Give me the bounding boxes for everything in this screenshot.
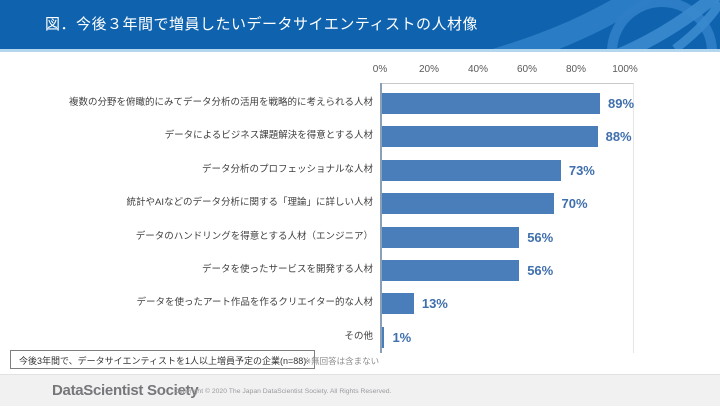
category-label: 統計やAIなどのデータ分析に関する「理論」に詳しい人材 (126, 197, 373, 209)
page-title: 図．今後３年間で増員したいデータサイエンティストの人材像 (45, 16, 478, 33)
category-label: データを使ったサービスを開発する人材 (201, 264, 373, 276)
bar (382, 126, 598, 148)
society-logo: DataScientist Society (52, 382, 199, 399)
bar-row: データのハンドリングを得意とする人材（エンジニア） 56% (0, 221, 720, 254)
bar-row: データを使ったサービスを開発する人材 56% (0, 254, 720, 287)
x-axis-tick: 60% (516, 64, 537, 75)
plot-area-frame (381, 83, 634, 353)
y-axis-line (380, 83, 382, 353)
x-axis-tick: 40% (467, 64, 488, 75)
x-axis-tick: 100% (612, 64, 638, 75)
bar-row: データ分析のプロフェッショナルな人材 73% (0, 154, 720, 187)
x-axis-tick: 0% (372, 64, 388, 75)
value-label: 1% (392, 329, 412, 345)
bar (382, 193, 554, 215)
slide-footer: DataScientist Society Copyright © 2020 T… (0, 374, 720, 406)
bar (382, 260, 520, 281)
bar (382, 226, 520, 248)
sample-note-text: 今後3年間で、データサイエンティストを1人以上増員予定の企業(n=88) (19, 355, 307, 366)
bar-row: 複数の分野を俯瞰的にみてデータ分析の活用を戦略的に考えられる人材 89% (0, 87, 720, 120)
bar (382, 293, 414, 315)
bar-row: 統計やAIなどのデータ分析に関する「理論」に詳しい人材 70% (0, 187, 720, 220)
bar-row: データによるビジネス課題解決を得意とする人材 88% (0, 120, 720, 153)
bar (382, 93, 601, 114)
value-label: 89% (608, 96, 635, 111)
value-label: 56% (527, 229, 554, 245)
category-label: データによるビジネス課題解決を得意とする人材 (164, 130, 373, 142)
bar-row: その他 1% (0, 321, 720, 354)
copyright-text: Copyright © 2020 The Japan DataScientist… (174, 388, 392, 395)
category-label: データのハンドリングを得意とする人材（エンジニア） (135, 230, 373, 242)
bar (382, 159, 561, 181)
value-label: 56% (527, 263, 554, 278)
sample-note-box: 今後3年間で、データサイエンティストを1人以上増員予定の企業(n=88) (10, 350, 316, 369)
bar-row: データを使ったアート作品を作るクリエイター的な人材 13% (0, 287, 720, 320)
value-label: 13% (421, 296, 448, 312)
category-label: データ分析のプロフェッショナルな人材 (201, 163, 373, 175)
x-axis-tick: 20% (418, 64, 439, 75)
bar (382, 326, 385, 348)
category-label: 複数の分野を俯瞰的にみてデータ分析の活用を戦略的に考えられる人材 (68, 97, 373, 109)
category-label: データを使ったアート作品を作るクリエイター的な人材 (136, 297, 373, 309)
value-label: 70% (561, 196, 588, 212)
value-label: 88% (605, 129, 632, 145)
x-axis-tick: 80% (565, 64, 586, 75)
category-label: その他 (344, 330, 373, 342)
value-label: 73% (568, 162, 595, 178)
no-answer-note: ※無回答は含まない (304, 356, 380, 366)
